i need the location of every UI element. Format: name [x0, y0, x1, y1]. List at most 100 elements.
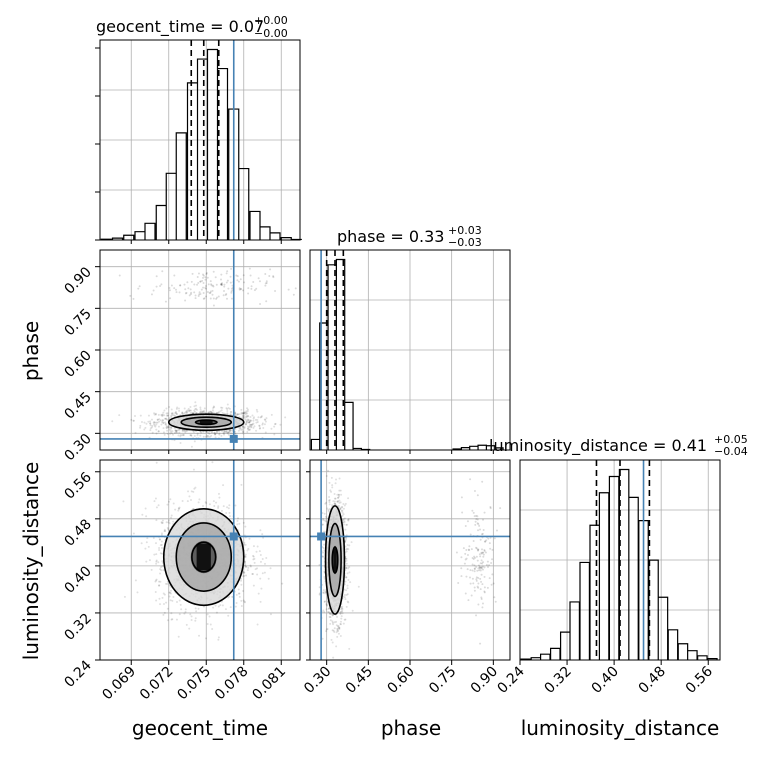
sample-point: [159, 544, 162, 547]
sample-point: [196, 432, 199, 435]
sample-point: [154, 425, 157, 428]
sample-point: [194, 408, 197, 411]
panel-frame: [99, 39, 301, 241]
sample-point: [228, 511, 231, 514]
sample-point: [225, 430, 228, 433]
sample-point: [178, 428, 181, 431]
sample-point: [161, 415, 164, 418]
sample-point: [151, 424, 154, 427]
sample-point: [241, 431, 244, 434]
sample-point: [237, 280, 240, 283]
sample-point: [244, 423, 247, 426]
sample-point: [478, 566, 481, 569]
sample-point: [194, 297, 197, 300]
sample-point: [173, 431, 176, 434]
sample-point: [149, 424, 152, 427]
sample-point: [342, 507, 345, 510]
sample-point: [468, 576, 471, 579]
sample-point: [223, 285, 226, 288]
sample-point: [263, 571, 266, 574]
sample-point: [461, 511, 464, 514]
truth-marker: [317, 532, 326, 541]
sample-point: [480, 552, 483, 555]
sample-point: [222, 484, 225, 487]
sample-point: [205, 431, 208, 434]
sample-point: [471, 577, 474, 580]
sample-point: [210, 411, 213, 414]
sample-point: [483, 590, 486, 593]
sample-point: [272, 276, 275, 279]
x-axis-luminosity-distance: 0.24 0.32 0.40 0.48 0.56: [494, 660, 716, 697]
sample-point: [345, 576, 348, 579]
sample-point: [193, 409, 196, 412]
sample-point: [483, 566, 486, 569]
sample-point: [460, 556, 463, 559]
sample-point: [141, 513, 144, 516]
x-tick-label: 0.32: [542, 664, 575, 697]
sample-point: [199, 293, 202, 296]
sample-point: [229, 429, 232, 432]
sample-point: [170, 432, 173, 435]
sample-point: [331, 484, 334, 487]
sample-point: [476, 585, 479, 588]
sample-point: [244, 555, 247, 558]
sample-point: [187, 287, 190, 290]
sample-point: [173, 287, 176, 290]
sample-point: [206, 436, 209, 439]
sample-point: [269, 268, 272, 271]
x-tick-label: 0.40: [589, 664, 622, 697]
sample-point: [246, 425, 249, 428]
sample-point: [329, 619, 332, 622]
sample-point: [189, 405, 192, 408]
sample-point: [256, 410, 259, 413]
sample-point: [472, 511, 475, 514]
sample-point: [337, 500, 340, 503]
sample-point: [190, 615, 193, 618]
sample-point: [471, 556, 474, 559]
sample-point: [241, 429, 244, 432]
sample-point: [212, 285, 215, 288]
sample-point: [165, 427, 168, 430]
sample-point: [480, 551, 483, 554]
sample-point: [343, 618, 346, 621]
sample-point: [244, 562, 247, 565]
sample-point: [334, 482, 337, 485]
sample-point: [347, 601, 350, 604]
sample-point: [159, 572, 162, 575]
sample-point: [481, 565, 484, 568]
sample-point: [206, 622, 209, 625]
sample-point: [480, 566, 483, 569]
sample-point: [479, 588, 482, 591]
sample-point: [474, 556, 477, 559]
sample-point: [214, 436, 217, 439]
title-phase: phase = 0.33: [337, 227, 444, 246]
sample-point: [221, 604, 224, 607]
sample-point: [163, 414, 166, 417]
sample-point: [159, 419, 162, 422]
sample-point: [168, 428, 171, 431]
sample-point: [156, 418, 159, 421]
sample-point: [476, 559, 479, 562]
sample-point: [328, 615, 331, 618]
sample-point: [340, 610, 343, 613]
sample-point: [345, 550, 348, 553]
sample-point: [181, 434, 184, 437]
sample-point: [160, 521, 163, 524]
sample-point: [248, 421, 251, 424]
sample-point: [208, 292, 211, 295]
sample-point: [230, 411, 233, 414]
sample-point: [337, 493, 340, 496]
sample-point: [194, 617, 197, 620]
sample-point: [339, 623, 342, 626]
sample-point: [328, 499, 331, 502]
histogram-steps: [310, 258, 504, 451]
sample-point: [245, 411, 248, 414]
sample-point: [185, 291, 188, 294]
sample-point: [251, 414, 254, 417]
sample-point: [343, 596, 346, 599]
sample-point: [147, 545, 150, 548]
sample-point: [162, 613, 165, 616]
sample-point: [155, 275, 158, 278]
sample-point: [145, 560, 148, 563]
sample-point: [325, 608, 328, 611]
